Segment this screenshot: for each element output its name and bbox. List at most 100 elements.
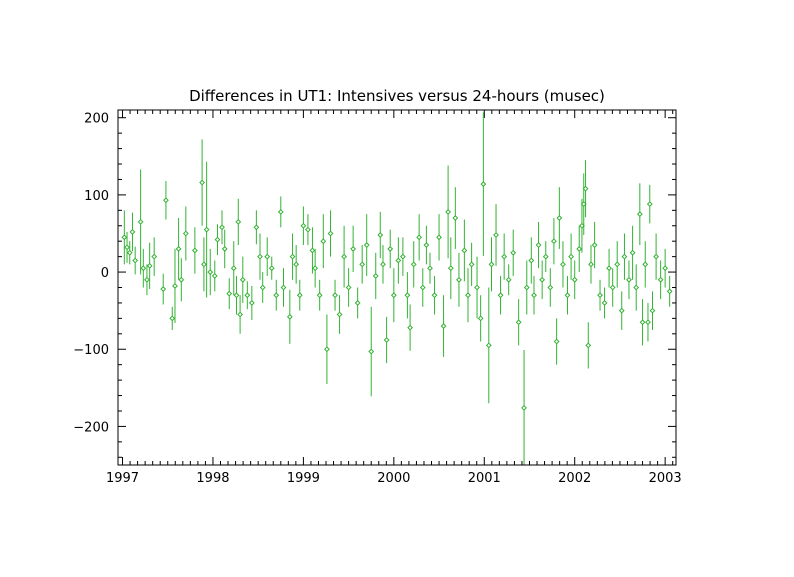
data-point bbox=[214, 236, 221, 243]
data-point bbox=[488, 261, 495, 268]
data-point bbox=[419, 284, 426, 291]
data-point bbox=[560, 261, 566, 268]
data-point bbox=[585, 342, 592, 349]
data-point bbox=[501, 253, 508, 260]
data-point bbox=[124, 244, 130, 251]
data-point bbox=[175, 246, 182, 252]
data-point bbox=[551, 238, 557, 245]
x-tick-label: 1998 bbox=[196, 471, 229, 486]
data-point bbox=[614, 261, 621, 268]
data-point bbox=[244, 292, 251, 299]
data-point bbox=[380, 261, 386, 268]
data-point bbox=[646, 201, 653, 208]
data-point bbox=[316, 292, 323, 299]
data-point bbox=[404, 292, 411, 299]
data-point bbox=[121, 234, 128, 241]
data-point bbox=[280, 284, 287, 291]
data-point bbox=[468, 261, 475, 268]
data-point bbox=[253, 224, 260, 231]
data-point bbox=[493, 232, 499, 238]
data-point bbox=[345, 284, 352, 291]
data-point bbox=[666, 288, 673, 295]
x-tick-label: 1999 bbox=[287, 471, 320, 486]
data-point bbox=[305, 226, 311, 233]
data-point bbox=[199, 179, 206, 186]
data-point bbox=[601, 300, 608, 306]
data-point bbox=[588, 261, 594, 268]
data-marks bbox=[121, 112, 673, 465]
data-point bbox=[377, 232, 384, 238]
y-tick-label: −100 bbox=[73, 343, 109, 358]
data-point bbox=[219, 224, 225, 231]
data-point bbox=[372, 273, 379, 279]
data-point bbox=[248, 300, 255, 306]
data-point bbox=[257, 253, 263, 260]
data-point bbox=[151, 253, 158, 260]
x-tick-label: 2000 bbox=[377, 471, 410, 486]
data-point bbox=[440, 323, 447, 329]
data-point bbox=[649, 307, 656, 314]
data-point bbox=[293, 261, 300, 268]
data-point bbox=[341, 253, 348, 260]
data-point bbox=[653, 253, 660, 260]
data-point bbox=[528, 257, 535, 264]
data-point bbox=[169, 315, 176, 322]
data-point bbox=[431, 292, 438, 299]
data-point bbox=[452, 215, 459, 221]
x-tick-labels: 1997 1998 1999 2000 2001 2002 2003 bbox=[106, 471, 682, 486]
data-point bbox=[474, 284, 480, 291]
x-tick-label: 2003 bbox=[649, 471, 682, 486]
data-point bbox=[461, 247, 468, 254]
data-point bbox=[140, 265, 147, 272]
data-point bbox=[510, 249, 517, 256]
data-point bbox=[182, 230, 189, 237]
data-point bbox=[132, 257, 139, 264]
data-point bbox=[609, 284, 616, 291]
data-point bbox=[277, 208, 284, 215]
data-point bbox=[553, 338, 560, 345]
data-point bbox=[201, 261, 207, 268]
data-point bbox=[410, 261, 417, 268]
data-point bbox=[445, 208, 452, 215]
data-point bbox=[146, 262, 153, 269]
data-point bbox=[456, 276, 462, 283]
data-point bbox=[621, 253, 628, 260]
data-point bbox=[144, 276, 150, 283]
data-point bbox=[485, 342, 492, 349]
data-point bbox=[239, 276, 246, 283]
data-point bbox=[531, 292, 537, 299]
data-point bbox=[597, 292, 603, 299]
data-point bbox=[233, 292, 240, 299]
data-point bbox=[539, 276, 546, 283]
data-point bbox=[523, 284, 530, 291]
data-point bbox=[289, 253, 296, 260]
data-point bbox=[126, 249, 133, 256]
y-tick-label: 100 bbox=[84, 189, 109, 204]
data-point bbox=[571, 276, 578, 283]
data-point bbox=[515, 319, 522, 326]
data-point bbox=[582, 185, 589, 192]
y-tick-label: 0 bbox=[101, 266, 109, 281]
data-point bbox=[521, 404, 527, 411]
data-point bbox=[203, 226, 210, 233]
data-point bbox=[399, 253, 406, 260]
data-point bbox=[477, 315, 484, 322]
data-point bbox=[178, 276, 185, 283]
data-point bbox=[221, 246, 228, 252]
data-point bbox=[395, 257, 402, 264]
data-point bbox=[191, 247, 198, 254]
data-point bbox=[368, 348, 375, 355]
data-point bbox=[172, 283, 178, 289]
data-point bbox=[556, 215, 563, 221]
data-point bbox=[416, 234, 423, 241]
data-point bbox=[273, 292, 280, 299]
data-point bbox=[427, 265, 433, 272]
data-point bbox=[354, 300, 361, 306]
data-point bbox=[535, 242, 542, 248]
data-point bbox=[645, 319, 651, 326]
data-point bbox=[618, 307, 625, 314]
data-point bbox=[480, 181, 487, 187]
data-point bbox=[230, 265, 237, 272]
x-tick-label: 1997 bbox=[106, 471, 139, 486]
